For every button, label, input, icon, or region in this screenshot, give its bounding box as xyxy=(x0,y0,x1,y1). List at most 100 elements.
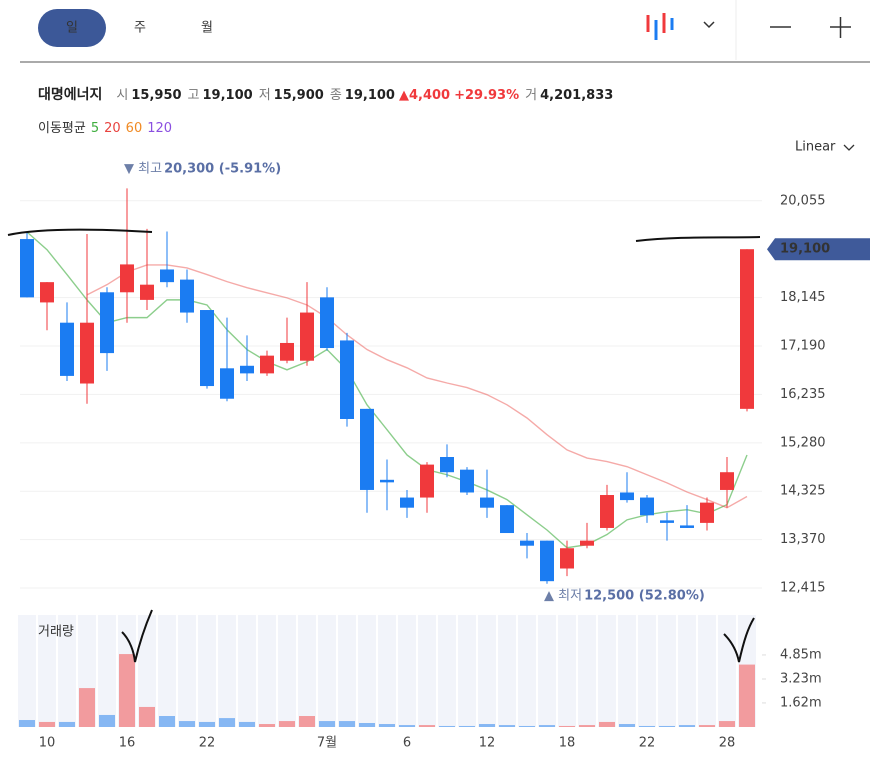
tab[interactable]: 월 xyxy=(201,21,213,36)
dropdown-chevron[interactable] xyxy=(703,21,715,29)
volume-bar xyxy=(519,725,535,727)
candle-body xyxy=(160,269,174,283)
volume-bar xyxy=(319,721,335,727)
volume-band xyxy=(138,615,156,727)
scribble xyxy=(635,236,761,242)
field-value: 15,900 xyxy=(274,88,324,103)
volume-bar xyxy=(399,725,415,727)
candle-body xyxy=(80,322,94,384)
volume-bar xyxy=(739,664,755,727)
volume-band xyxy=(238,615,256,727)
volume-band xyxy=(158,615,176,727)
volume-bar xyxy=(139,706,155,727)
candle-body xyxy=(220,368,234,399)
candle-body xyxy=(680,525,694,528)
candle-body xyxy=(280,342,294,361)
x-tick-label: 16 xyxy=(119,736,136,751)
ma-line xyxy=(86,264,748,509)
candle-body xyxy=(560,548,574,569)
scribble xyxy=(121,609,153,663)
volume-bar xyxy=(639,725,655,727)
candle-body xyxy=(320,297,334,349)
candle-body xyxy=(240,365,254,374)
field-value: 15,950 xyxy=(131,88,181,103)
volume-bar xyxy=(479,724,495,727)
volume-bar xyxy=(659,725,675,727)
tab[interactable]: 일 xyxy=(66,21,78,36)
volume-bar xyxy=(239,721,255,727)
volume-band xyxy=(718,615,736,727)
candle-body xyxy=(580,540,594,546)
volume-tick-label: 4.85m xyxy=(780,647,822,662)
candle-body xyxy=(540,540,554,582)
candle-body xyxy=(520,540,534,546)
scale-select[interactable]: Linear xyxy=(795,140,836,155)
volume-bar xyxy=(699,725,715,727)
volume-bar xyxy=(499,725,515,727)
volume-bar xyxy=(359,722,375,727)
volume-band xyxy=(678,615,696,727)
volume-bar xyxy=(59,721,75,727)
candle-body xyxy=(720,472,734,490)
price-annotation: ▲ 최저 12,500 (52.80%) xyxy=(544,588,705,603)
candle-body xyxy=(120,264,134,293)
volume-band xyxy=(398,615,416,727)
volume-bar xyxy=(539,725,555,727)
volume-bar xyxy=(79,688,95,727)
candle-body xyxy=(500,505,514,534)
volume-bar xyxy=(339,721,355,727)
candle-body xyxy=(700,502,714,523)
volume-band xyxy=(218,615,236,727)
volume-band xyxy=(478,615,496,727)
volume-band xyxy=(18,615,36,727)
volume-band xyxy=(258,615,276,727)
x-tick-label: 12 xyxy=(479,736,496,751)
ma-line xyxy=(26,231,748,549)
annotation-text: 12,500 (52.80%) xyxy=(584,588,705,603)
volume-band xyxy=(198,615,216,727)
candle-body xyxy=(640,497,654,516)
volume-band xyxy=(578,615,596,727)
annotation-label: ▼ 최고 xyxy=(124,161,162,176)
scribble xyxy=(7,228,153,236)
volume-bar xyxy=(119,654,135,727)
field-label: 저 xyxy=(259,88,271,103)
volume-band xyxy=(358,615,376,727)
candle-body xyxy=(180,279,194,313)
candle-body xyxy=(140,284,154,300)
y-tick-label: 18,145 xyxy=(780,290,826,305)
chart-type-icon[interactable] xyxy=(646,13,674,40)
scale-chevron[interactable] xyxy=(843,144,855,151)
volume-bar xyxy=(39,721,55,727)
volume-band xyxy=(98,615,116,727)
volume-bar xyxy=(379,724,395,727)
ma-legend: 이동평균 5 20 60 120 xyxy=(38,121,172,136)
field-label: 종 xyxy=(330,88,342,103)
volume-band xyxy=(518,615,536,727)
volume-band xyxy=(698,615,716,727)
volume-band xyxy=(58,615,76,727)
current-price-tag xyxy=(767,238,870,261)
volume-band xyxy=(338,615,356,727)
change-pct: +29.93% xyxy=(454,88,519,103)
volume-value: 4,201,833 xyxy=(540,88,613,103)
tab[interactable]: 주 xyxy=(134,21,146,36)
volume-band xyxy=(638,615,656,727)
x-tick-label: 7월 xyxy=(317,736,337,751)
x-tick-label: 28 xyxy=(719,736,736,751)
stock-name: 대명에너지 xyxy=(38,86,102,103)
volume-bar xyxy=(679,725,695,727)
x-tick-label: 22 xyxy=(199,736,216,751)
volume-band xyxy=(298,615,316,727)
field-value: 19,100 xyxy=(203,88,253,103)
ma-legend-item: 5 xyxy=(91,121,99,136)
candle-body xyxy=(400,497,414,508)
volume-band xyxy=(658,615,676,727)
current-price-label: 19,100 xyxy=(780,242,830,257)
candle-body xyxy=(480,497,494,508)
volume-bar xyxy=(439,725,455,727)
zoom-in[interactable] xyxy=(830,17,851,38)
candle-body xyxy=(340,340,354,419)
tab-pill[interactable] xyxy=(38,9,106,47)
volume-band xyxy=(378,615,396,727)
